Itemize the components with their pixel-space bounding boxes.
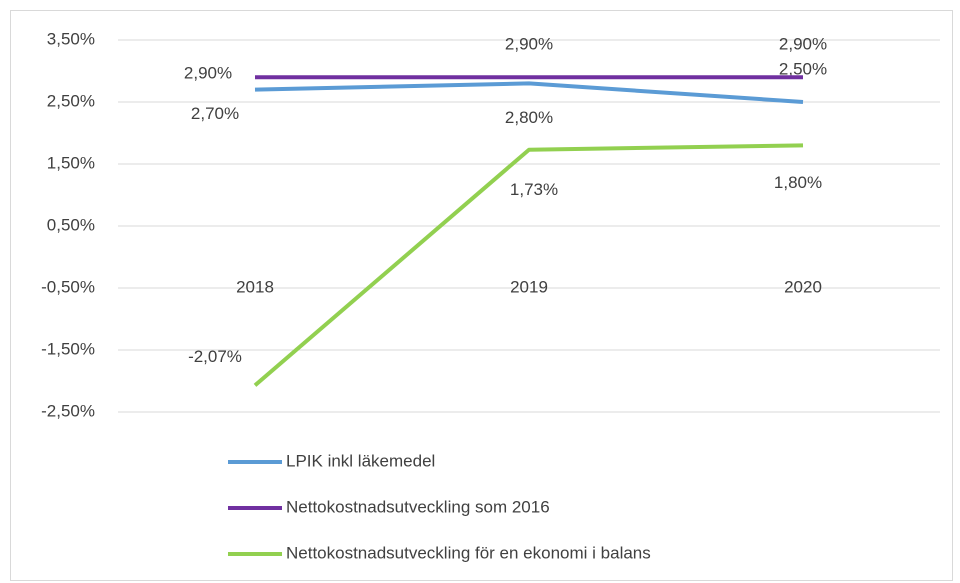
y-tick-label: -0,50%	[41, 277, 95, 296]
y-tick-label: -1,50%	[41, 339, 95, 358]
data-label: 1,73%	[510, 180, 558, 199]
legend-label: LPIK inkl läkemedel	[286, 451, 435, 470]
x-tick-label: 2019	[510, 277, 548, 296]
line-series	[253, 143, 804, 387]
data-label: 2,80%	[505, 108, 553, 127]
data-label: 2,70%	[191, 104, 239, 123]
data-label: -2,07%	[188, 347, 242, 366]
data-label: 2,50%	[779, 59, 827, 78]
legend-label: Nettokostnadsutveckling som 2016	[286, 497, 550, 516]
y-tick-label: 2,50%	[47, 91, 95, 110]
data-label: 1,80%	[774, 173, 822, 192]
y-tick-label: 1,50%	[47, 153, 95, 172]
chart-border	[10, 10, 953, 581]
y-tick-label: 0,50%	[47, 215, 95, 234]
data-label: 2,90%	[184, 64, 232, 83]
data-label: 2,90%	[505, 35, 553, 54]
data-label: 2,90%	[779, 35, 827, 54]
x-tick-label: 2020	[784, 277, 822, 296]
legend-label: Nettokostnadsutveckling för en ekonomi i…	[286, 543, 651, 562]
line-series	[254, 81, 804, 104]
x-tick-label: 2018	[236, 277, 274, 296]
y-tick-label: 3,50%	[47, 29, 95, 48]
y-tick-label: -2,50%	[41, 401, 95, 420]
